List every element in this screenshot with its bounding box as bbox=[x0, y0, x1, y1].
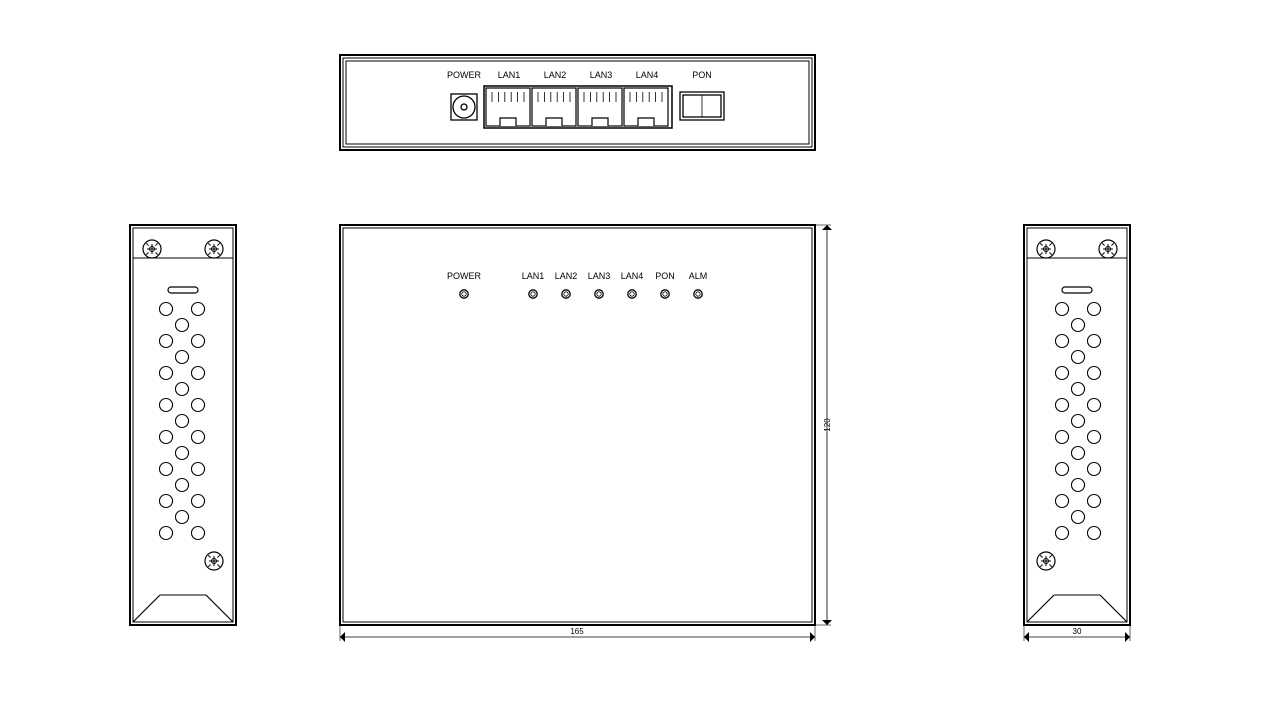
svg-text:LAN4: LAN4 bbox=[621, 271, 644, 281]
svg-text:POWER: POWER bbox=[447, 70, 482, 80]
svg-text:LAN2: LAN2 bbox=[555, 271, 578, 281]
rear-view: POWER LAN1 LAN2 LAN3 LAN4 PON bbox=[340, 55, 815, 150]
svg-text:LAN1: LAN1 bbox=[522, 271, 545, 281]
dimensions: 165 120 30 bbox=[340, 225, 1130, 642]
svg-text:ALM: ALM bbox=[689, 271, 708, 281]
svg-text:LAN1: LAN1 bbox=[498, 70, 521, 80]
technical-drawing: POWER LAN1 LAN2 LAN3 LAN4 PON POWER LAN1 LAN2 LAN… bbox=[0, 0, 1270, 703]
svg-text:LAN4: LAN4 bbox=[636, 70, 659, 80]
svg-text:PON: PON bbox=[655, 271, 675, 281]
svg-text:30: 30 bbox=[1073, 627, 1082, 636]
svg-text:LAN3: LAN3 bbox=[590, 70, 613, 80]
svg-text:PON: PON bbox=[692, 70, 712, 80]
side-view-right bbox=[1024, 225, 1130, 625]
side-view-left bbox=[130, 225, 236, 625]
svg-text:165: 165 bbox=[570, 627, 584, 636]
svg-text:LAN3: LAN3 bbox=[588, 271, 611, 281]
svg-text:LAN2: LAN2 bbox=[544, 70, 567, 80]
svg-text:120: 120 bbox=[823, 418, 832, 432]
front-view: POWER LAN1 LAN2 LAN3 LAN4 PON ALM bbox=[340, 225, 815, 625]
svg-text:POWER: POWER bbox=[447, 271, 482, 281]
